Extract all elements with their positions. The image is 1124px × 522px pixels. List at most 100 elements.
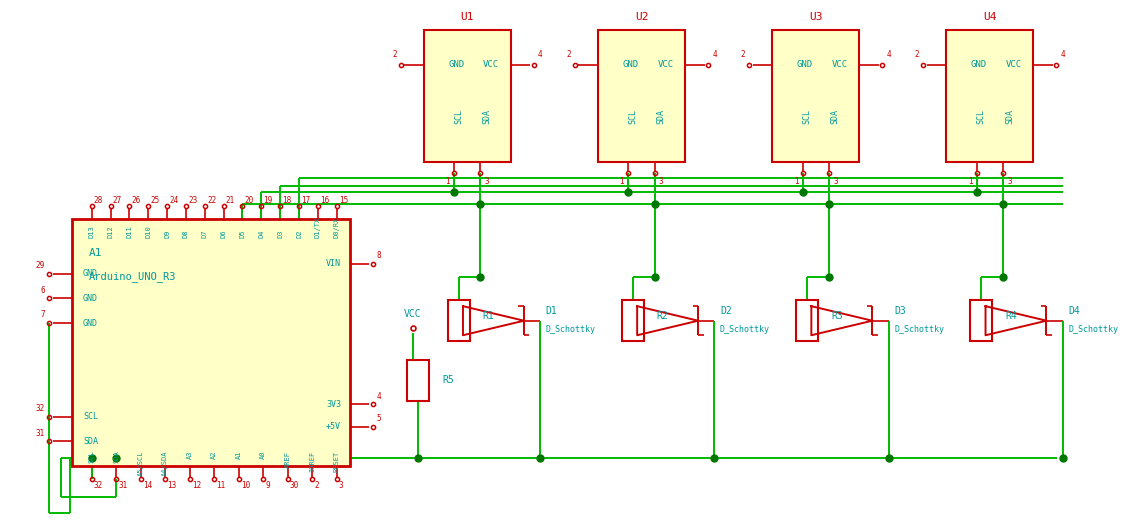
- Text: D9: D9: [164, 229, 170, 238]
- Text: GND: GND: [448, 61, 464, 69]
- Text: 5: 5: [377, 414, 381, 423]
- Bar: [946, 30, 1033, 162]
- Text: +5V: +5V: [326, 422, 341, 431]
- Text: 24: 24: [170, 196, 179, 205]
- Text: U1: U1: [461, 12, 474, 22]
- Text: 16: 16: [320, 196, 329, 205]
- Text: GND: GND: [797, 61, 813, 69]
- Text: Arduino_UNO_R3: Arduino_UNO_R3: [89, 271, 176, 282]
- Text: 2: 2: [392, 50, 397, 59]
- Text: D4: D4: [259, 229, 264, 238]
- Text: 4: 4: [713, 50, 717, 59]
- Text: 3: 3: [338, 481, 344, 490]
- Text: R5: R5: [442, 375, 454, 385]
- Text: 2: 2: [741, 50, 745, 59]
- Text: SDA: SDA: [656, 110, 665, 124]
- Text: U3: U3: [809, 12, 823, 22]
- Text: D3: D3: [894, 306, 906, 316]
- Text: 26: 26: [132, 196, 140, 205]
- Text: GND: GND: [83, 318, 98, 327]
- Bar: [796, 300, 818, 341]
- Text: A1: A1: [89, 248, 102, 258]
- Text: 18: 18: [282, 196, 291, 205]
- Text: VCC: VCC: [832, 61, 847, 69]
- Text: U4: U4: [984, 12, 997, 22]
- Bar: [970, 300, 992, 341]
- Text: 8: 8: [377, 251, 381, 260]
- Text: 9: 9: [265, 481, 270, 490]
- Text: 11: 11: [217, 481, 226, 490]
- Text: D8: D8: [183, 229, 189, 238]
- Text: GND: GND: [971, 61, 987, 69]
- Text: GND: GND: [623, 61, 638, 69]
- Text: GND: GND: [83, 269, 98, 278]
- Text: 25: 25: [151, 196, 160, 205]
- Bar: [72, 219, 350, 466]
- Text: R4: R4: [1005, 311, 1017, 321]
- Text: 6: 6: [40, 286, 45, 295]
- Text: D_Schottky: D_Schottky: [719, 325, 770, 334]
- Text: 32: 32: [36, 404, 45, 413]
- Text: 3: 3: [659, 177, 663, 186]
- Text: 12: 12: [192, 481, 201, 490]
- Text: 3: 3: [833, 177, 837, 186]
- Text: SCL: SCL: [89, 450, 94, 463]
- Bar: [447, 300, 470, 341]
- Text: 4: 4: [377, 392, 381, 401]
- Text: 3: 3: [1007, 177, 1012, 186]
- Text: 2: 2: [915, 50, 919, 59]
- Text: SDA: SDA: [83, 437, 98, 446]
- Text: A1: A1: [236, 450, 242, 459]
- Text: D2: D2: [719, 306, 732, 316]
- Text: SCL: SCL: [803, 110, 812, 124]
- Text: D1/TX: D1/TX: [315, 217, 320, 238]
- Text: D7: D7: [202, 229, 208, 238]
- Text: SDA: SDA: [831, 110, 840, 124]
- Text: 32: 32: [94, 481, 103, 490]
- Text: 30: 30: [290, 481, 299, 490]
- Text: SCL: SCL: [977, 110, 986, 124]
- Text: 2: 2: [566, 50, 571, 59]
- Text: SCL: SCL: [454, 110, 463, 124]
- Text: 15: 15: [338, 196, 348, 205]
- Text: A2: A2: [211, 450, 217, 459]
- Text: IOREF: IOREF: [309, 450, 315, 472]
- Text: SDA: SDA: [482, 110, 491, 124]
- Text: D0/RX: D0/RX: [334, 217, 339, 238]
- Text: 19: 19: [263, 196, 273, 205]
- Text: D11: D11: [126, 225, 133, 238]
- Text: D_Schottky: D_Schottky: [894, 325, 944, 334]
- Text: 1: 1: [968, 177, 972, 186]
- Bar: [598, 30, 685, 162]
- Text: 20: 20: [245, 196, 254, 205]
- Text: D5: D5: [239, 229, 245, 238]
- Text: 4: 4: [887, 50, 891, 59]
- Bar: [424, 30, 511, 162]
- Text: SCL: SCL: [628, 110, 637, 124]
- Text: D6: D6: [220, 229, 227, 238]
- Text: GND: GND: [83, 294, 98, 303]
- Text: 4: 4: [1061, 50, 1066, 59]
- Text: 1: 1: [619, 177, 624, 186]
- Text: R3: R3: [831, 311, 843, 321]
- Text: VIN: VIN: [326, 259, 341, 268]
- Text: 27: 27: [112, 196, 123, 205]
- Text: D12: D12: [108, 225, 114, 238]
- Text: 4: 4: [538, 50, 543, 59]
- Text: VCC: VCC: [483, 61, 499, 69]
- Text: D_Schottky: D_Schottky: [1068, 325, 1118, 334]
- Text: D13: D13: [89, 225, 94, 238]
- Text: D_Schottky: D_Schottky: [546, 325, 596, 334]
- Text: SDA: SDA: [114, 450, 119, 463]
- Text: 31: 31: [118, 481, 128, 490]
- Text: R1: R1: [482, 311, 495, 321]
- Text: 22: 22: [207, 196, 216, 205]
- Text: VCC: VCC: [405, 309, 422, 319]
- Text: 21: 21: [226, 196, 235, 205]
- Text: 1: 1: [445, 177, 450, 186]
- Text: 23: 23: [188, 196, 198, 205]
- Text: 3V3: 3V3: [326, 400, 341, 409]
- Text: D1: D1: [546, 306, 558, 316]
- Text: A0: A0: [261, 450, 266, 459]
- Text: D10: D10: [145, 225, 152, 238]
